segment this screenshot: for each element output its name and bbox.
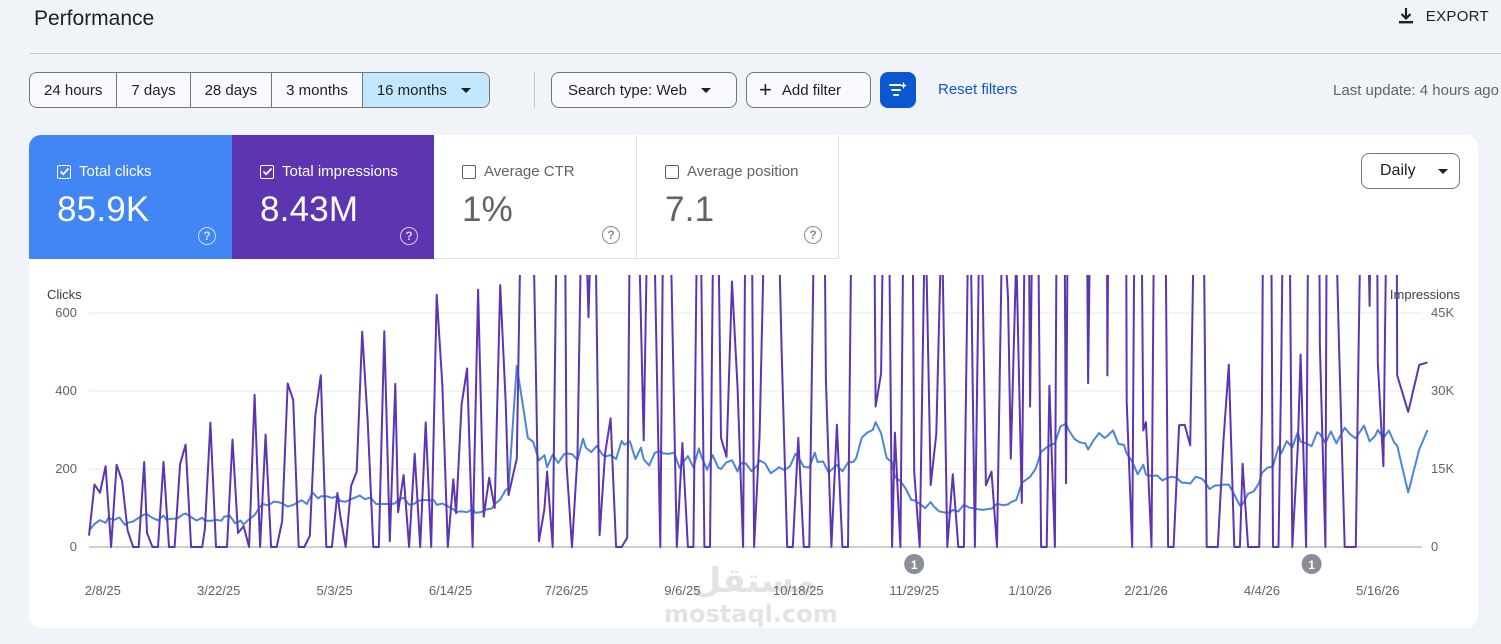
range-7-days[interactable]: 7 days <box>117 73 191 107</box>
filter-bar: 24 hours 7 days 28 days 3 months 16 mont… <box>29 72 1499 108</box>
annotation-label: 1 <box>1308 558 1315 572</box>
metric-value: 85.9K <box>57 190 150 229</box>
last-update-text: Last update: 4 hours ago <box>1333 82 1499 99</box>
add-filter-button[interactable]: + Add filter <box>746 72 871 108</box>
page-title: Performance <box>34 7 155 30</box>
metric-total-impressions[interactable]: Total impressions 8.43M ? <box>232 135 434 259</box>
right-tick-label: 45K <box>1431 305 1454 320</box>
x-tick-label: 7/26/25 <box>545 583 588 598</box>
metric-value: 8.43M <box>260 190 359 229</box>
metric-total-clicks[interactable]: Total clicks 85.9K ? <box>29 135 232 259</box>
reset-filters-link[interactable]: Reset filters <box>938 81 1018 98</box>
metric-value: 7.1 <box>665 190 715 229</box>
checkbox-unchecked-icon[interactable] <box>462 164 476 179</box>
help-icon[interactable]: ? <box>602 226 620 244</box>
metric-average-position[interactable]: Average position 7.1 ? <box>637 135 839 259</box>
left-tick-label: 600 <box>55 305 77 320</box>
right-tick-label: 15K <box>1431 461 1454 476</box>
chevron-down-icon <box>460 87 471 93</box>
right-tick-label: 0 <box>1431 539 1438 554</box>
plus-icon: + <box>759 77 772 102</box>
left-tick-label: 0 <box>70 539 77 554</box>
date-range-selector: 24 hours 7 days 28 days 3 months 16 mont… <box>29 72 490 108</box>
checkbox-unchecked-icon[interactable] <box>665 164 679 179</box>
performance-chart: Clicks Impressions 0 200 400 600 0 15K 30K 45K 2/8… <box>47 275 1461 598</box>
page-header: Performance EXPORT <box>0 0 1501 40</box>
series-line-impressions <box>88 275 1428 548</box>
annotation-marker <box>1301 554 1322 574</box>
right-tick-label: 30K <box>1431 383 1454 398</box>
range-3-months[interactable]: 3 months <box>272 73 363 107</box>
chevron-down-icon <box>700 87 711 93</box>
x-tick-label: 1/10/26 <box>1008 583 1051 598</box>
filter-sparkle-icon <box>889 82 907 96</box>
range-24-hours[interactable]: 24 hours <box>30 73 118 107</box>
left-tick-label: 400 <box>55 383 77 398</box>
x-tick-label: 10/18/25 <box>773 583 824 598</box>
performance-card: Total clicks 85.9K ? Total impressions 8… <box>29 135 1478 628</box>
filter-divider <box>534 72 535 108</box>
help-icon[interactable]: ? <box>198 227 216 245</box>
help-icon[interactable]: ? <box>804 226 822 244</box>
checkbox-checked-icon[interactable] <box>260 164 274 179</box>
x-tick-label: 5/16/26 <box>1356 583 1399 598</box>
download-icon <box>1398 8 1413 24</box>
search-type-dropdown[interactable]: Search type: Web <box>551 72 737 108</box>
annotation-label: 1 <box>911 558 918 572</box>
x-tick-label: 6/14/25 <box>429 583 472 598</box>
export-button[interactable]: EXPORT <box>1396 6 1489 26</box>
right-axis-title: Impressions <box>1390 287 1461 302</box>
x-tick-label: 9/6/25 <box>664 583 700 598</box>
checkbox-checked-icon[interactable] <box>57 164 71 179</box>
range-16-months[interactable]: 16 months <box>362 73 489 107</box>
left-tick-label: 200 <box>55 461 77 476</box>
export-label: EXPORT <box>1425 7 1489 25</box>
metric-average-ctr[interactable]: Average CTR 1% ? <box>434 135 637 259</box>
filter-suggestions-button[interactable] <box>880 72 916 108</box>
x-tick-label: 4/4/26 <box>1244 583 1280 598</box>
help-icon[interactable]: ? <box>400 227 418 245</box>
x-tick-label: 5/3/25 <box>317 583 353 598</box>
metric-value: 1% <box>462 190 513 229</box>
range-28-days[interactable]: 28 days <box>190 73 273 107</box>
x-tick-label: 3/22/25 <box>197 583 240 598</box>
chevron-down-icon <box>1437 168 1448 174</box>
granularity-dropdown[interactable]: Daily <box>1361 153 1460 189</box>
x-tick-label: 11/29/25 <box>889 583 939 598</box>
header-divider <box>30 53 1501 54</box>
left-axis-title: Clicks <box>47 287 82 302</box>
x-tick-label: 2/21/26 <box>1124 583 1167 598</box>
x-tick-label: 2/8/25 <box>85 583 121 598</box>
annotation-marker <box>904 554 925 574</box>
